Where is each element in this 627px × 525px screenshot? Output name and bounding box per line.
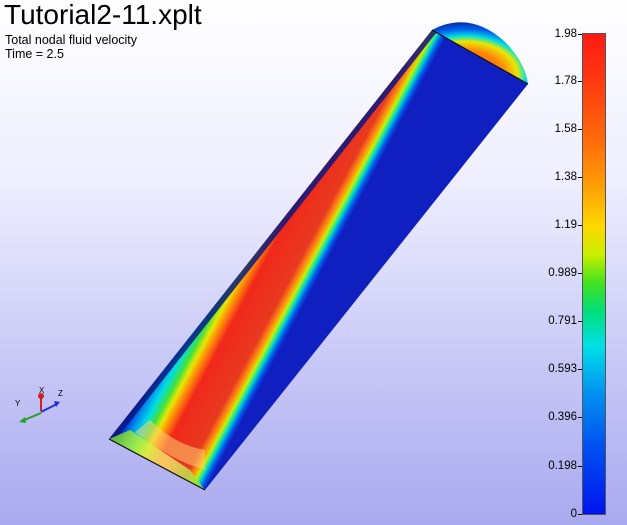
- legend-tick-label: 1.19: [554, 219, 577, 231]
- legend-tick-mark: [578, 321, 582, 322]
- legend-tick-label: 1.58: [554, 123, 577, 135]
- top-dome-cap: [432, 22, 528, 84]
- time-label: Time = 2.5: [5, 47, 64, 61]
- legend-tick-label: 1.98: [554, 28, 577, 40]
- top-cap-edge: [431, 29, 529, 85]
- legend-tick-mark: [578, 81, 582, 82]
- legend-tick-label: 0.396: [548, 411, 577, 423]
- legend-tick-mark: [578, 225, 582, 226]
- bottom-end-face: [109, 430, 205, 490]
- legend-tick-mark: [578, 273, 582, 274]
- legend-tick-label: 0: [570, 508, 577, 520]
- axis-z-label: Z: [58, 389, 63, 398]
- legend-tick-mark: [578, 34, 582, 35]
- data-field-label: Total nodal fluid velocity: [5, 33, 138, 47]
- legend-tick-label: 1.38: [554, 171, 577, 183]
- bottom-end-glow: [135, 420, 205, 470]
- model-title: Tutorial2-11.xplt: [4, 0, 202, 30]
- bottom-cap-edge: [108, 438, 206, 491]
- legend-tick-label: 0.989: [548, 267, 577, 279]
- legend-tick-mark: [578, 514, 582, 515]
- axis-x-label: X: [39, 386, 45, 395]
- axis-y-label: Y: [15, 399, 21, 408]
- body-left-rim: [109, 28, 440, 439]
- legend-tick-label: 0.791: [548, 315, 577, 327]
- legend-tick-mark: [578, 177, 582, 178]
- legend-tick-mark: [578, 369, 582, 370]
- axis-triad: Y X Z: [15, 386, 63, 423]
- legend-tick-label: 1.78: [554, 75, 577, 87]
- legend-tick-mark: [578, 417, 582, 418]
- velocity-body: [109, 30, 528, 490]
- color-legend-bar: [582, 33, 606, 515]
- legend-tick-label: 0.198: [548, 460, 577, 472]
- legend-tick-mark: [578, 129, 582, 130]
- legend-tick-mark: [578, 466, 582, 467]
- legend-tick-label: 0.593: [548, 363, 577, 375]
